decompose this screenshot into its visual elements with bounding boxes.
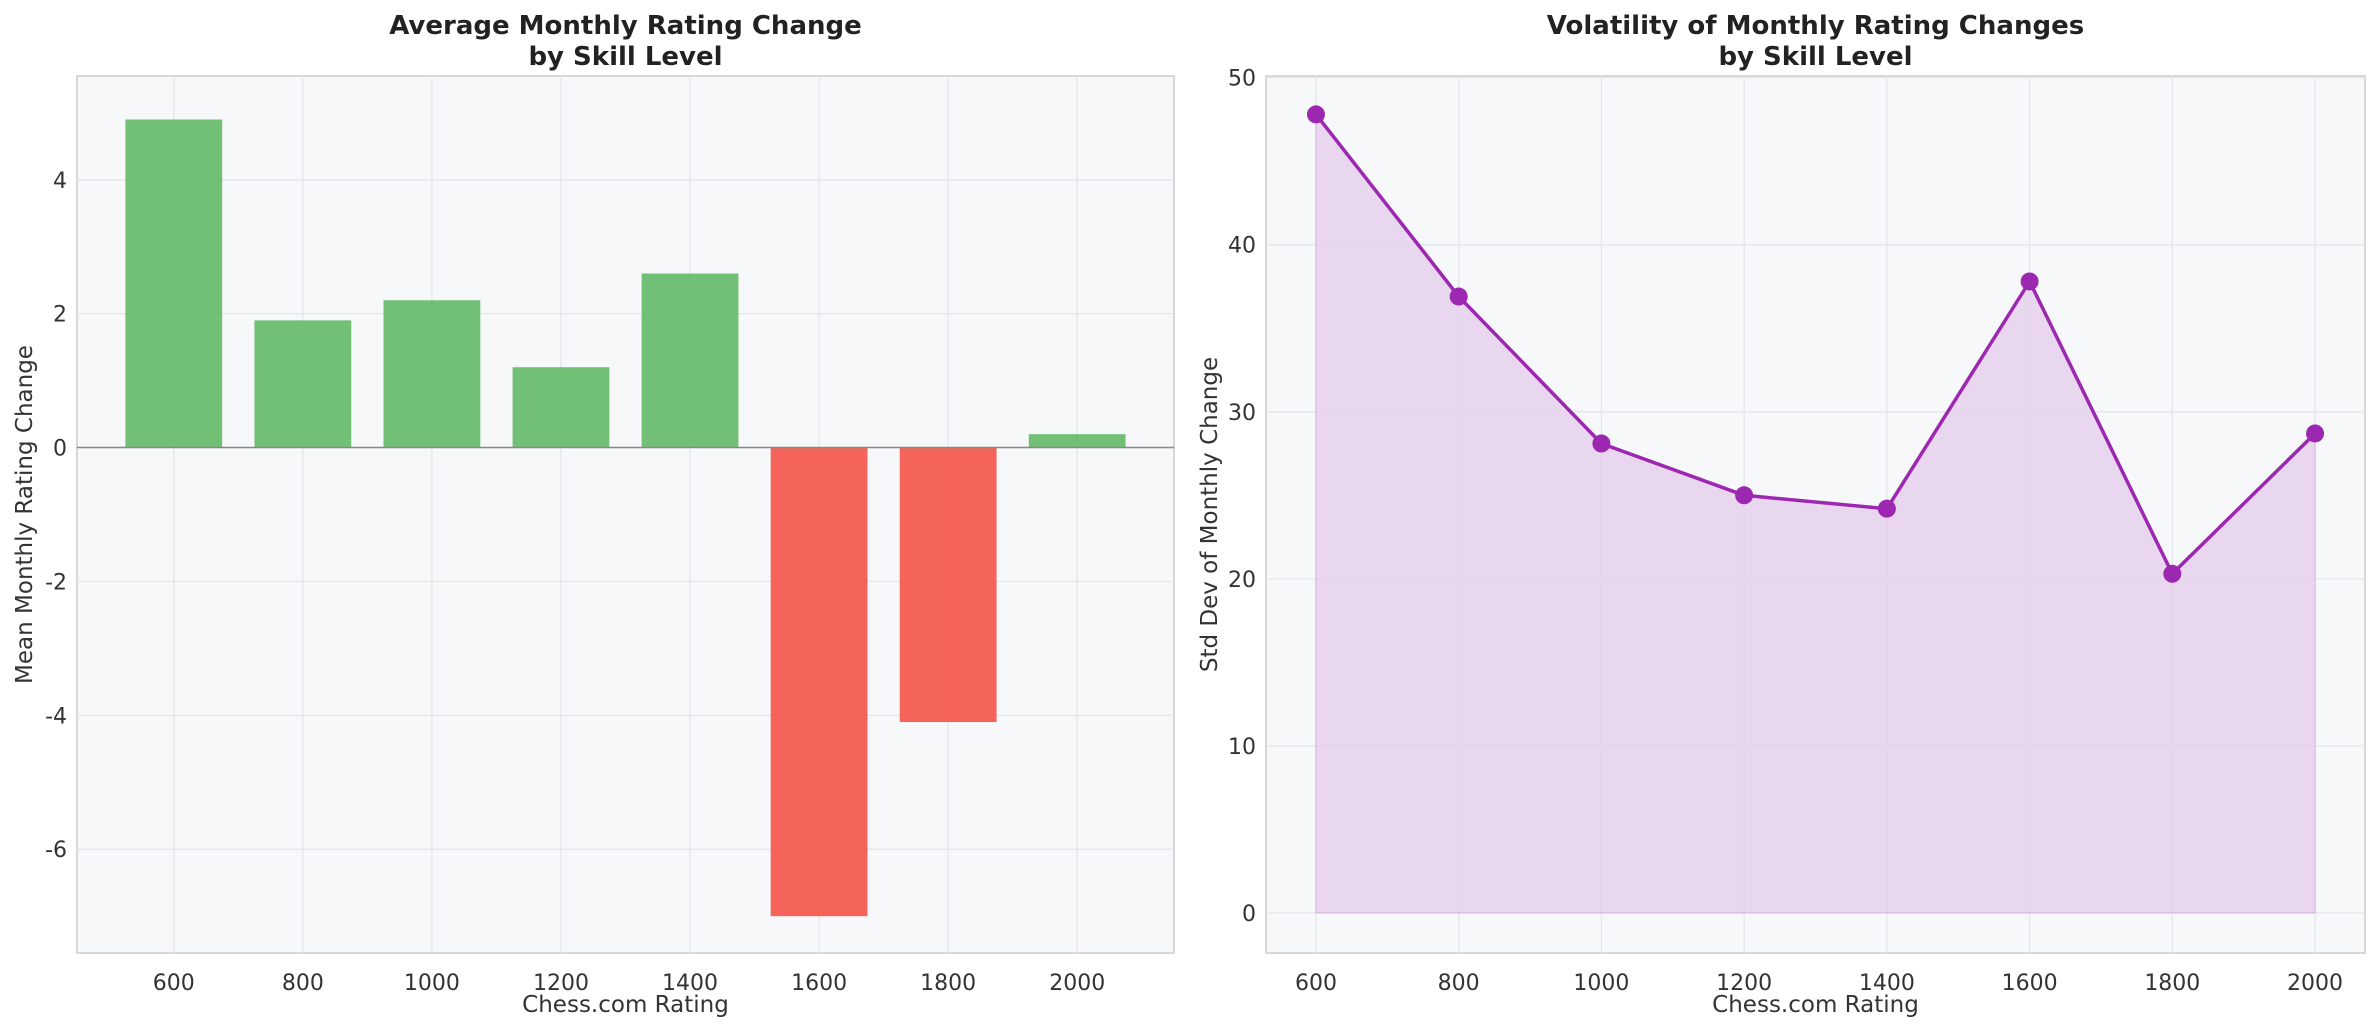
y-tick-label: 30 [1228,401,1256,426]
chart-title-line: Average Monthly Rating Change [389,11,862,41]
x-axis-label: Chess.com Rating [522,992,729,1018]
x-tick-label: 600 [1295,971,1337,996]
bars [125,119,1126,917]
x-axis-label: Chess.com Rating [1712,992,1919,1018]
y-tick-label: 0 [1242,902,1256,927]
x-tick-label: 1000 [1573,971,1629,996]
chart-title-line: by Skill Level [528,42,722,72]
x-tick-label: 1200 [533,971,589,996]
point-1000 [1592,434,1611,453]
x-tick-label: 2000 [1049,971,1105,996]
bar-1800 [899,447,997,723]
volatility-chart: 600 800 1000 1200 1400 1600 1800 2000 0 10 20 30 40… [1197,11,2366,1018]
y-axis-label: Mean Monthly Rating Change [12,345,38,684]
x-tick-label: 2000 [2287,971,2343,996]
x-tick-label: 1200 [1716,971,1772,996]
chart-title-line: by Skill Level [1718,42,1912,72]
y-tick-label: 20 [1228,568,1256,593]
x-tick-label: 1600 [791,971,847,996]
x-tick-label: 1400 [1859,971,1915,996]
x-tick-label: 800 [282,971,324,996]
x-tick-label: 1000 [404,971,460,996]
y-tick-label: 0 [53,437,67,462]
chart-title-line: Volatility of Monthly Rating Changes [1547,11,2084,41]
x-tick-labels: 600 800 1000 1200 1400 1600 1800 2000 [153,971,1105,996]
x-tick-label: 1800 [920,971,976,996]
point-1800 [2163,564,2182,583]
bar-2000 [1028,434,1126,448]
mean-rating-change-chart: 600 800 1000 1200 1400 1600 1800 2000 -6 -4 -2 0 2 4… [12,11,1175,1018]
plot-area [76,75,1175,954]
x-tick-label: 1600 [2002,971,2058,996]
y-tick-label: 40 [1228,234,1256,259]
y-tick-label: -6 [45,838,67,863]
x-tick-label: 600 [153,971,195,996]
y-tick-labels: -6 -4 -2 0 2 4 [45,169,67,863]
y-tick-labels: 0 10 20 30 40 50 [1228,67,1256,927]
x-tick-label: 800 [1438,971,1480,996]
bar-800 [254,320,352,448]
bar-1000 [383,300,481,448]
x-tick-labels: 600 800 1000 1200 1400 1600 1800 2000 [1295,971,2343,996]
y-tick-label: 10 [1228,735,1256,760]
bar-600 [125,119,223,448]
bar-1400 [641,273,739,448]
y-tick-label: 4 [53,169,67,194]
y-tick-label: -2 [45,570,67,595]
data-points [1306,105,2325,583]
chart-title: Average Monthly Rating Change by Skill Le… [389,11,862,72]
bar-1600 [770,447,868,917]
y-tick-label: 2 [53,303,67,328]
point-1600 [2020,272,2039,291]
x-tick-label: 1800 [2144,971,2200,996]
point-2000 [2306,424,2325,443]
point-600 [1306,105,1325,124]
point-1400 [1877,499,1896,518]
x-tick-label: 1400 [662,971,718,996]
y-tick-label: -4 [45,704,67,729]
point-1200 [1735,486,1754,505]
point-800 [1449,287,1468,306]
y-axis-label: Std Dev of Monthly Change [1197,357,1223,672]
y-tick-label: 50 [1228,67,1256,92]
series-line [1314,113,2317,576]
chart-title: Volatility of Monthly Rating Changes by S… [1547,11,2084,72]
bar-1200 [512,367,610,448]
